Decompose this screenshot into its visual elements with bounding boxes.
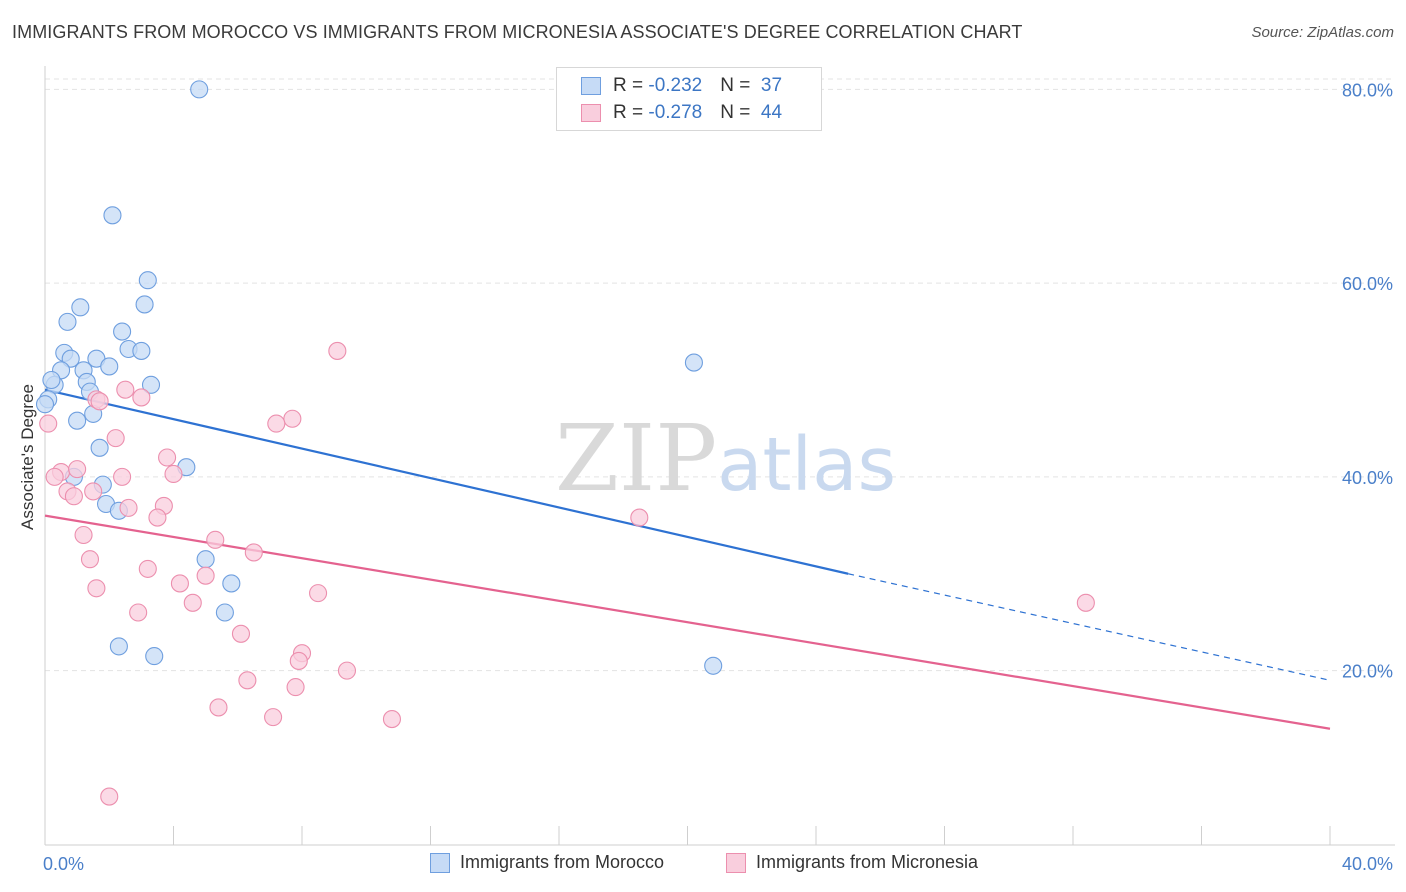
point-morocco: [68, 411, 87, 430]
point-micronesia: [138, 559, 157, 578]
point-morocco: [100, 357, 119, 376]
source-label: Source: ZipAtlas.com: [1251, 24, 1394, 41]
legend-swatch-micronesia: [581, 104, 601, 122]
point-micronesia: [238, 671, 257, 690]
point-micronesia: [84, 482, 103, 501]
legend-swatch-morocco: [430, 852, 450, 873]
point-micronesia: [209, 698, 228, 717]
point-micronesia: [80, 550, 100, 569]
x-tick-label-max: 40.0%: [1342, 854, 1393, 874]
point-micronesia: [87, 579, 106, 598]
point-micronesia: [100, 787, 119, 806]
legend-n-micronesia: 44: [760, 102, 783, 123]
point-morocco: [61, 349, 80, 368]
point-morocco: [222, 574, 241, 593]
point-morocco: [135, 295, 154, 314]
point-morocco: [141, 375, 161, 394]
point-micronesia: [113, 467, 132, 486]
point-micronesia: [106, 429, 125, 448]
point-morocco: [71, 298, 90, 317]
x-tick-label-min: 0.0%: [43, 854, 84, 874]
point-morocco: [103, 206, 122, 225]
legend-r-micronesia: -0.278: [648, 102, 703, 123]
trend-line-morocco-extension: [847, 573, 1331, 681]
point-micronesia: [45, 467, 64, 486]
point-morocco: [132, 341, 151, 360]
point-micronesia: [129, 603, 148, 622]
legend-item-morocco: Immigrants from Morocco: [430, 852, 664, 873]
point-micronesia: [90, 392, 109, 411]
point-micronesia: [286, 678, 305, 697]
point-micronesia: [283, 409, 302, 428]
point-micronesia: [196, 566, 215, 585]
legend-n-label: N =: [720, 75, 761, 96]
point-micronesia: [132, 388, 151, 407]
legend-swatch-micronesia: [726, 852, 746, 873]
point-micronesia: [148, 508, 167, 527]
point-micronesia: [183, 593, 202, 612]
chart-title: IMMIGRANTS FROM MOROCCO VS IMMIGRANTS FR…: [12, 22, 1023, 42]
point-micronesia: [39, 414, 58, 433]
legend-item-micronesia: Immigrants from Micronesia: [726, 852, 978, 873]
point-micronesia: [68, 460, 87, 479]
trend-line-morocco: [44, 388, 849, 575]
stats-legend: R = -0.232 N = 37 R = -0.278 N = 44: [556, 67, 822, 131]
y-tick-label: 80.0%: [1342, 80, 1393, 100]
point-micronesia: [74, 525, 93, 545]
point-morocco: [190, 80, 209, 99]
point-micronesia: [116, 380, 135, 399]
point-morocco: [109, 637, 128, 656]
point-morocco: [215, 603, 234, 622]
legend-label-micronesia: Immigrants from Micronesia: [756, 852, 979, 872]
point-morocco: [90, 438, 109, 457]
legend-r-label: R =: [613, 102, 649, 123]
point-micronesia: [206, 530, 225, 549]
point-morocco: [42, 370, 61, 390]
legend-swatch-morocco: [581, 77, 601, 95]
legend-n-morocco: 37: [760, 75, 783, 96]
point-morocco: [196, 550, 215, 569]
point-micronesia: [309, 584, 328, 603]
point-morocco: [58, 312, 77, 331]
point-morocco: [35, 395, 55, 414]
watermark: ZIPatlas: [555, 405, 896, 512]
watermark-atlas: atlas: [717, 422, 896, 508]
y-tick-label: 20.0%: [1342, 662, 1393, 682]
point-micronesia: [170, 574, 189, 593]
point-micronesia: [337, 661, 357, 680]
point-micronesia: [244, 543, 263, 562]
legend-row-micronesia: R = -0.278 N = 44: [581, 101, 782, 125]
point-micronesia: [264, 708, 283, 727]
point-micronesia: [119, 498, 138, 517]
point-morocco: [684, 353, 703, 372]
point-morocco: [145, 647, 164, 666]
point-micronesia: [231, 624, 251, 643]
watermark-zip: ZIP: [555, 405, 718, 512]
point-morocco: [113, 322, 132, 341]
y-axis-label: Associate's Degree: [18, 384, 37, 530]
y-tick-label: 60.0%: [1342, 274, 1393, 294]
point-micronesia: [164, 464, 183, 484]
y-tick-label: 40.0%: [1342, 468, 1393, 488]
legend-label-morocco: Immigrants from Morocco: [460, 852, 665, 872]
point-micronesia: [64, 487, 83, 506]
trend-line-micronesia: [44, 514, 1331, 730]
point-micronesia: [630, 508, 649, 527]
point-micronesia: [1076, 593, 1095, 612]
point-micronesia: [289, 651, 308, 670]
legend-r-label: R =: [613, 75, 649, 96]
point-micronesia: [158, 448, 177, 467]
legend-n-label: N =: [720, 102, 761, 123]
point-micronesia: [267, 414, 286, 433]
legend-r-morocco: -0.232: [648, 75, 703, 96]
point-micronesia: [328, 341, 347, 360]
point-morocco: [704, 656, 723, 675]
point-morocco: [138, 271, 157, 290]
point-micronesia: [382, 710, 402, 729]
legend-row-morocco: R = -0.232 N = 37: [581, 74, 782, 98]
